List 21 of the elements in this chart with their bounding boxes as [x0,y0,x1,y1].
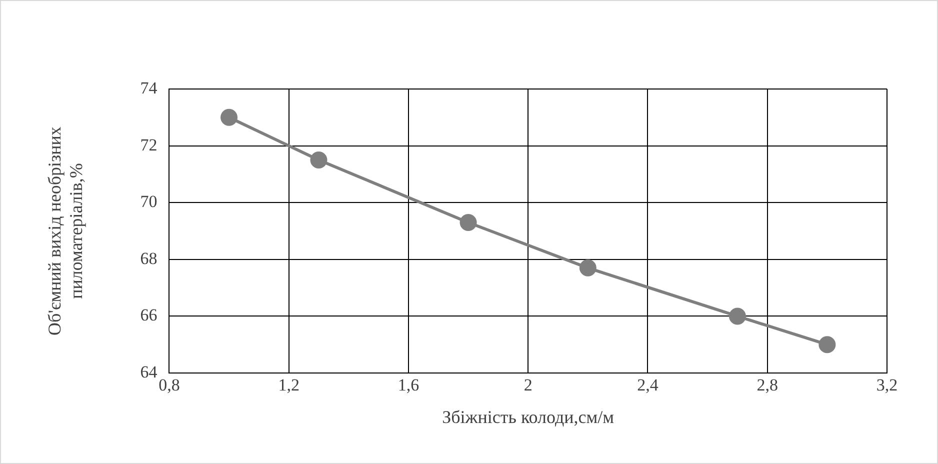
y-axis-title: Об'ємний вихід необрізних пиломатеріалів,% [44,126,86,336]
point [220,108,238,126]
y-tick-label: 68 [140,248,158,268]
x-axis-title: Збіжність колоди,см/м [442,406,614,427]
x-tick-label: 2,4 [637,376,659,395]
y-tick-label: 72 [140,135,158,154]
x-tick-label: 0,8 [158,376,180,395]
y-tick-label: 74 [140,78,158,98]
x-tick-label: 2 [524,376,532,395]
y-tick-label: 64 [140,362,158,382]
point [310,152,328,168]
y-tick-label: 70 [140,192,158,212]
x-tick-label: 3,2 [876,376,898,395]
point [728,308,746,325]
x-tick-label: 2,8 [756,376,778,395]
point [460,214,477,231]
y-tick-label: 66 [140,306,158,325]
point [818,336,836,354]
point [579,259,596,276]
x-tick-label: 1,2 [278,376,300,395]
x-tick-label: 1,6 [398,376,420,395]
